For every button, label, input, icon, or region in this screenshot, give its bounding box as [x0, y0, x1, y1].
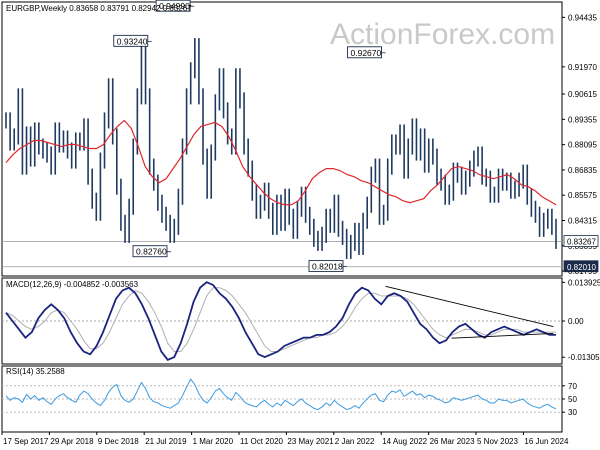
annotation-box-1 [155, 0, 191, 12]
watermark: ActionForex.com [330, 18, 555, 51]
main-y-tick-label-0: 0.94435 [568, 13, 597, 22]
annotation-box-0 [113, 34, 149, 47]
rsi-line [5, 378, 557, 411]
annotation-label-2: 0.82760 [136, 247, 167, 257]
macd-tick-label-1: 0.00 [568, 317, 584, 326]
x-tick-label-4: 1 Mar 2020 [193, 437, 234, 446]
moving-average-line [5, 119, 557, 206]
main-y-tick-label-1: 0.91970 [568, 63, 597, 72]
rsi-tick-label-2: 30 [568, 408, 577, 417]
panel-frame-0 [1, 1, 563, 277]
macd-panel: 0.013925 0.00 -0.013056 [2, 278, 600, 362]
annotation-label-0: 0.93240 [117, 36, 148, 46]
x-axis: 17 Sep 2017 29 Apr 2018 9 Dec 2018 21 Jul 2… [1, 432, 569, 446]
macd-trend-lower [451, 333, 554, 339]
chart-header: EURGBP,Weekly 0.83658 0.83791 0.82942 0.… [6, 4, 192, 13]
main-y-tick-label-6: 0.85575 [568, 191, 597, 200]
macd-label: MACD(12,26,9) -0.004852 -0.003563 [6, 280, 139, 289]
rsi-tick-label-1: 50 [568, 395, 577, 404]
annotation-label-1: 0.94990 [159, 1, 190, 11]
rsi-tick-label-0: 70 [568, 382, 577, 391]
macd-tick-label-2: -0.013056 [568, 353, 600, 362]
x-tick-label-7: 2 Jan 2022 [335, 437, 375, 446]
support-price-tag: 0.82010 [567, 263, 596, 272]
price-annotations: 0.93240 0.94990 0.82760 0.92670 0.82018 [113, 0, 386, 273]
rsi-panel: 70 50 30 [2, 378, 577, 417]
support-price-tag-box [563, 260, 599, 273]
main-grid [2, 241, 562, 268]
annotation-box-3 [347, 46, 382, 59]
current-price-tag: 0.83267 [567, 238, 596, 247]
main-y-axis: 0.94435 0.91970 0.90615 0.89355 0.88095 0.868… [562, 13, 599, 276]
x-tick-label-10: 5 Nov 2023 [477, 437, 518, 446]
annotation-box-2 [132, 245, 168, 258]
macd-trend-upper [385, 285, 554, 327]
main-y-tick-label-4: 0.88095 [568, 141, 597, 150]
x-tick-label-1: 29 Apr 2018 [50, 437, 94, 446]
moving-average-path [5, 119, 557, 206]
main-y-tick-label-7: 0.84315 [568, 216, 597, 225]
annotation-box-4 [308, 260, 344, 273]
main-y-tick-label-3: 0.89355 [568, 115, 597, 124]
current-price-tag-box [563, 235, 599, 247]
main-y-tick-label-2: 0.90615 [568, 90, 597, 99]
annotation-label-3: 0.92670 [351, 48, 382, 58]
macd-signal-line [5, 287, 556, 353]
macd-tick-label-0: 0.013925 [568, 278, 600, 287]
x-tick-label-8: 14 Aug 2022 [382, 437, 427, 446]
x-tick-label-5: 11 Oct 2020 [240, 437, 284, 446]
x-tick-label-6: 23 May 2021 [287, 437, 334, 446]
x-tick-label-2: 9 Dec 2018 [98, 437, 139, 446]
macd-line [5, 281, 556, 361]
main-y-tick-label-5: 0.86835 [568, 166, 597, 175]
x-tick-label-0: 17 Sep 2017 [3, 437, 49, 446]
x-tick-label-3: 21 Jul 2019 [145, 437, 187, 446]
annotation-label-4: 0.82018 [312, 262, 343, 272]
x-tick-label-9: 26 Mar 2023 [430, 437, 475, 446]
x-tick-label-11: 16 Jun 2024 [524, 437, 569, 446]
rsi-label: RSI(14) 35.2588 [6, 367, 65, 376]
